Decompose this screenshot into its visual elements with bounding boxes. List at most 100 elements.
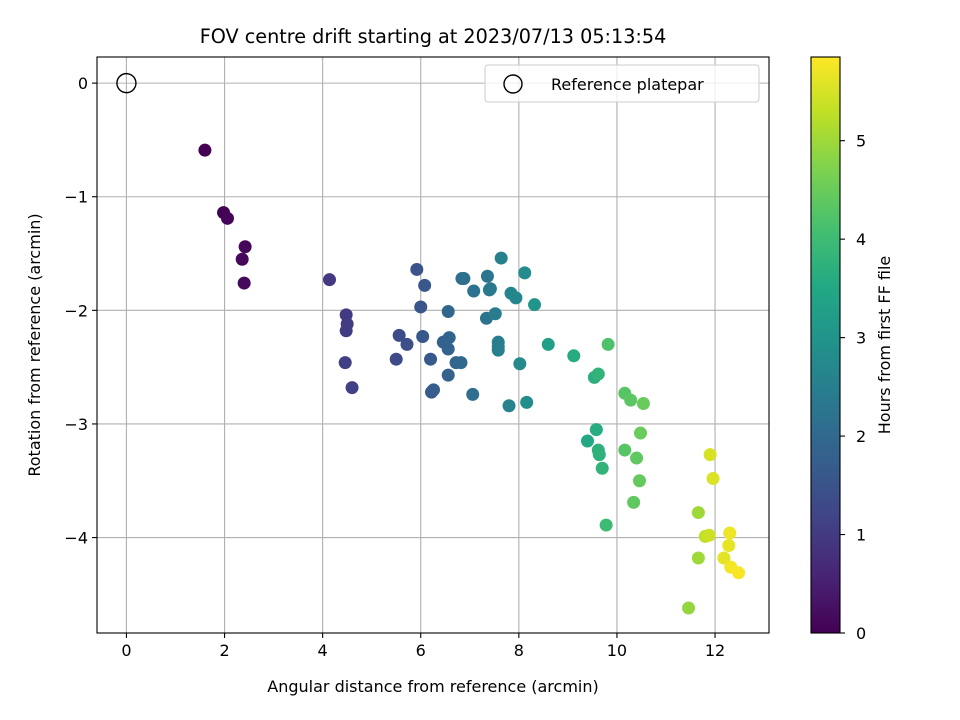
data-point bbox=[633, 426, 647, 440]
data-point bbox=[338, 356, 352, 370]
y-tick-label: −2 bbox=[64, 301, 88, 320]
data-point bbox=[722, 539, 736, 553]
data-point bbox=[732, 566, 746, 580]
data-point bbox=[581, 434, 595, 448]
data-point bbox=[691, 506, 705, 520]
data-point bbox=[723, 526, 737, 540]
colorbar-tick-label: 0 bbox=[856, 624, 866, 643]
colorbar-tick-label: 1 bbox=[856, 526, 866, 545]
data-point bbox=[624, 393, 638, 407]
data-point bbox=[482, 283, 496, 297]
x-tick-label: 8 bbox=[514, 641, 524, 660]
plot-frame bbox=[96, 56, 770, 634]
data-point bbox=[345, 381, 359, 395]
data-point bbox=[502, 399, 516, 413]
data-point bbox=[592, 448, 606, 462]
data-point bbox=[520, 395, 534, 409]
reference-marker-group bbox=[116, 72, 137, 94]
y-tick-label: −1 bbox=[64, 188, 88, 207]
data-point bbox=[589, 423, 603, 437]
legend-marker bbox=[503, 74, 523, 94]
data-point bbox=[518, 266, 532, 280]
colorbar-ticks: 0 1 2 3 4 5 bbox=[840, 132, 866, 643]
data-point bbox=[513, 357, 527, 371]
data-point bbox=[457, 272, 471, 286]
colorbar-tick-label: 4 bbox=[856, 230, 866, 249]
data-point bbox=[339, 324, 353, 338]
colorbar-tick-label: 2 bbox=[856, 427, 866, 446]
data-point bbox=[636, 397, 650, 411]
data-point bbox=[528, 298, 542, 312]
data-point bbox=[706, 471, 720, 485]
data-point bbox=[418, 278, 432, 292]
reference-marker bbox=[116, 72, 137, 94]
colorbar-tick-label: 5 bbox=[856, 132, 866, 151]
x-tick-label: 2 bbox=[219, 641, 229, 660]
data-point bbox=[591, 367, 605, 381]
data-points bbox=[198, 143, 746, 615]
data-point bbox=[235, 252, 249, 266]
data-point bbox=[454, 356, 468, 370]
legend-label: Reference platepar bbox=[551, 75, 704, 94]
y-axis-ticks: 0 −1 −2 −3 −4 bbox=[64, 74, 97, 548]
data-point bbox=[426, 383, 440, 397]
x-tick-label: 4 bbox=[318, 641, 328, 660]
colorbar-label: Hours from first FF file bbox=[875, 256, 894, 435]
data-point bbox=[703, 448, 717, 462]
data-point bbox=[198, 143, 212, 157]
data-point bbox=[389, 352, 403, 366]
y-axis-label: Rotation from reference (arcmin) bbox=[25, 213, 44, 476]
data-point bbox=[238, 240, 252, 254]
legend: Reference platepar bbox=[484, 64, 760, 103]
y-tick-label: −3 bbox=[64, 415, 88, 434]
data-point bbox=[633, 474, 647, 488]
data-point bbox=[682, 601, 696, 615]
grid-lines bbox=[97, 57, 769, 633]
data-point bbox=[323, 273, 337, 287]
x-axis-label: Angular distance from reference (arcmin) bbox=[267, 677, 598, 696]
data-point bbox=[488, 307, 502, 321]
data-point bbox=[630, 451, 644, 465]
data-point bbox=[599, 518, 613, 532]
colorbar-tick-label: 3 bbox=[856, 329, 866, 348]
data-point bbox=[567, 349, 581, 363]
data-point bbox=[494, 251, 508, 265]
data-point bbox=[441, 342, 455, 356]
chart-title: FOV centre drift starting at 2023/07/13 … bbox=[200, 25, 667, 48]
y-tick-label: −4 bbox=[64, 529, 88, 548]
data-point bbox=[491, 343, 505, 357]
data-point bbox=[392, 328, 406, 342]
data-point bbox=[400, 337, 414, 351]
data-point bbox=[441, 368, 455, 382]
data-point bbox=[627, 495, 641, 509]
colorbar-gradient bbox=[811, 57, 840, 633]
x-tick-label: 12 bbox=[705, 641, 725, 660]
data-point bbox=[466, 387, 480, 401]
data-point bbox=[618, 443, 632, 457]
data-point bbox=[442, 331, 456, 345]
data-point bbox=[480, 269, 494, 283]
data-point bbox=[601, 337, 615, 351]
colorbar-frame bbox=[810, 56, 841, 634]
data-point bbox=[691, 551, 705, 565]
data-point bbox=[717, 551, 731, 565]
data-point bbox=[410, 262, 424, 276]
data-point bbox=[541, 337, 555, 351]
colorbar: 0 1 2 3 4 5 Hours from first FF file bbox=[810, 56, 894, 643]
data-point bbox=[416, 329, 430, 343]
data-point bbox=[424, 352, 438, 366]
y-tick-label: 0 bbox=[78, 74, 88, 93]
data-point bbox=[595, 461, 609, 475]
x-tick-label: 6 bbox=[416, 641, 426, 660]
data-point bbox=[414, 300, 428, 314]
data-point bbox=[220, 211, 234, 225]
data-point bbox=[237, 276, 251, 290]
data-point bbox=[702, 528, 716, 542]
data-point bbox=[467, 284, 481, 298]
x-tick-label: 10 bbox=[607, 641, 627, 660]
x-tick-label: 0 bbox=[121, 641, 131, 660]
legend-box bbox=[484, 64, 760, 103]
data-point bbox=[509, 291, 523, 305]
x-axis-ticks: 0 2 4 6 8 10 12 bbox=[121, 633, 725, 660]
